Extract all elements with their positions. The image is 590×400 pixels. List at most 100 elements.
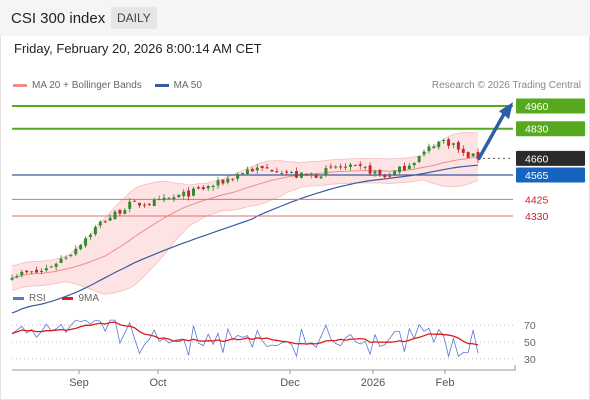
- candle-body: [309, 174, 313, 176]
- candle-body: [383, 174, 387, 178]
- candle-body: [290, 172, 294, 174]
- candle-body: [54, 263, 58, 267]
- candle-body: [216, 180, 220, 186]
- candle-body: [118, 209, 122, 214]
- candle-body: [329, 166, 333, 168]
- candle-body: [64, 257, 68, 259]
- candle-body: [412, 162, 416, 166]
- candle-body: [324, 168, 328, 176]
- candle-body: [241, 173, 245, 175]
- candle-body: [192, 188, 195, 196]
- level-label-4565: 4565: [525, 170, 549, 182]
- candle-body: [196, 187, 200, 189]
- x-tick-label-Feb: Feb: [436, 377, 455, 389]
- candle-body: [319, 176, 323, 179]
- candle-body: [162, 197, 166, 201]
- candle-body: [299, 172, 303, 178]
- bollinger-band: [12, 132, 478, 295]
- legend-label: RSI: [29, 293, 46, 304]
- bollinger-lower-line: [11, 179, 479, 295]
- legend-item-ma20: MA 20 + Bollinger Bands: [13, 80, 145, 91]
- period-badge[interactable]: DAILY: [111, 7, 157, 29]
- credit-text: Research © 2026 Trading Central: [431, 80, 581, 91]
- candle-body: [393, 170, 397, 175]
- level-label-4660: 4660: [525, 153, 549, 165]
- candle-body: [461, 148, 465, 153]
- ma50-line: [11, 164, 479, 314]
- candle-body: [201, 187, 205, 190]
- candle-body: [221, 179, 225, 184]
- legend-label: MA 20 + Bollinger Bands: [32, 80, 142, 91]
- candle-body: [167, 197, 171, 199]
- legend-swatch: [62, 296, 74, 300]
- candle-body: [152, 199, 156, 207]
- candle-body: [103, 221, 107, 223]
- price-legend: MA 20 + Bollinger Bands MA 50: [13, 80, 202, 91]
- candle-body: [44, 268, 48, 271]
- candle-body: [245, 169, 249, 175]
- candle-body: [295, 171, 298, 178]
- level-label-4425: 4425: [525, 194, 549, 206]
- level-tag-4960: [516, 98, 585, 114]
- candle-body: [206, 186, 210, 189]
- candle-body: [79, 245, 83, 250]
- candle-body: [123, 210, 127, 214]
- candle-body: [388, 175, 392, 177]
- candle-body: [39, 271, 43, 273]
- x-tick-label-Dec: Dec: [280, 377, 300, 389]
- candle-body: [84, 238, 88, 246]
- candle-body: [89, 234, 92, 237]
- candle-body: [142, 204, 146, 206]
- candle-body: [108, 217, 112, 221]
- rsi-line: [11, 319, 479, 358]
- candle-body: [35, 269, 38, 273]
- candle-body: [432, 146, 436, 148]
- legend-item-rsi: RSI: [13, 293, 48, 304]
- candle-body: [471, 153, 475, 157]
- candle-body: [339, 166, 343, 168]
- chart-title: CSI 300 index: [11, 10, 106, 27]
- x-tick-label-2026: 2026: [361, 377, 385, 389]
- legend-swatch: [13, 83, 27, 87]
- legend-item-9ma: 9MA: [62, 293, 99, 304]
- candle-body: [422, 151, 426, 155]
- x-tick-label-Oct: Oct: [149, 377, 166, 389]
- candle-body: [378, 170, 382, 175]
- candle-body: [74, 248, 78, 255]
- candle-body: [270, 169, 274, 172]
- candle-body: [59, 258, 63, 263]
- candle-body: [476, 151, 480, 160]
- candle-body: [182, 191, 186, 197]
- candle-body: [402, 165, 406, 171]
- legend-item-ma50: MA 50: [154, 80, 202, 91]
- rsi-9ma-line: [11, 321, 479, 346]
- timestamp: Friday, February 20, 2026 8:00:14 AM CET: [14, 41, 262, 56]
- candle-body: [358, 164, 362, 166]
- candle-body: [368, 165, 372, 174]
- level-tag-4660: [516, 150, 585, 166]
- legend-label: 9MA: [78, 293, 100, 304]
- candle-body: [177, 194, 181, 198]
- candle-body: [20, 271, 24, 276]
- rsi-tick-label: 70: [524, 320, 536, 332]
- rsi-tick-label: 50: [524, 337, 536, 349]
- candle-body: [417, 155, 421, 162]
- x-tick-label-Sep: Sep: [69, 377, 89, 389]
- candle-body: [466, 152, 470, 158]
- candle-body: [304, 173, 308, 175]
- candle-body: [255, 167, 259, 171]
- candle-body: [363, 166, 367, 168]
- candle-body: [187, 190, 191, 197]
- candle-body: [138, 202, 142, 206]
- candle-body: [456, 142, 460, 150]
- level-tag-4565: [516, 167, 585, 183]
- candle-body: [373, 171, 377, 174]
- legend-swatch: [154, 83, 169, 87]
- candle-body: [353, 164, 357, 166]
- candle-body: [427, 146, 431, 151]
- candle-body: [437, 141, 441, 148]
- candle-body: [172, 197, 176, 200]
- candle-body: [236, 174, 240, 179]
- level-tag-4830: [516, 121, 585, 137]
